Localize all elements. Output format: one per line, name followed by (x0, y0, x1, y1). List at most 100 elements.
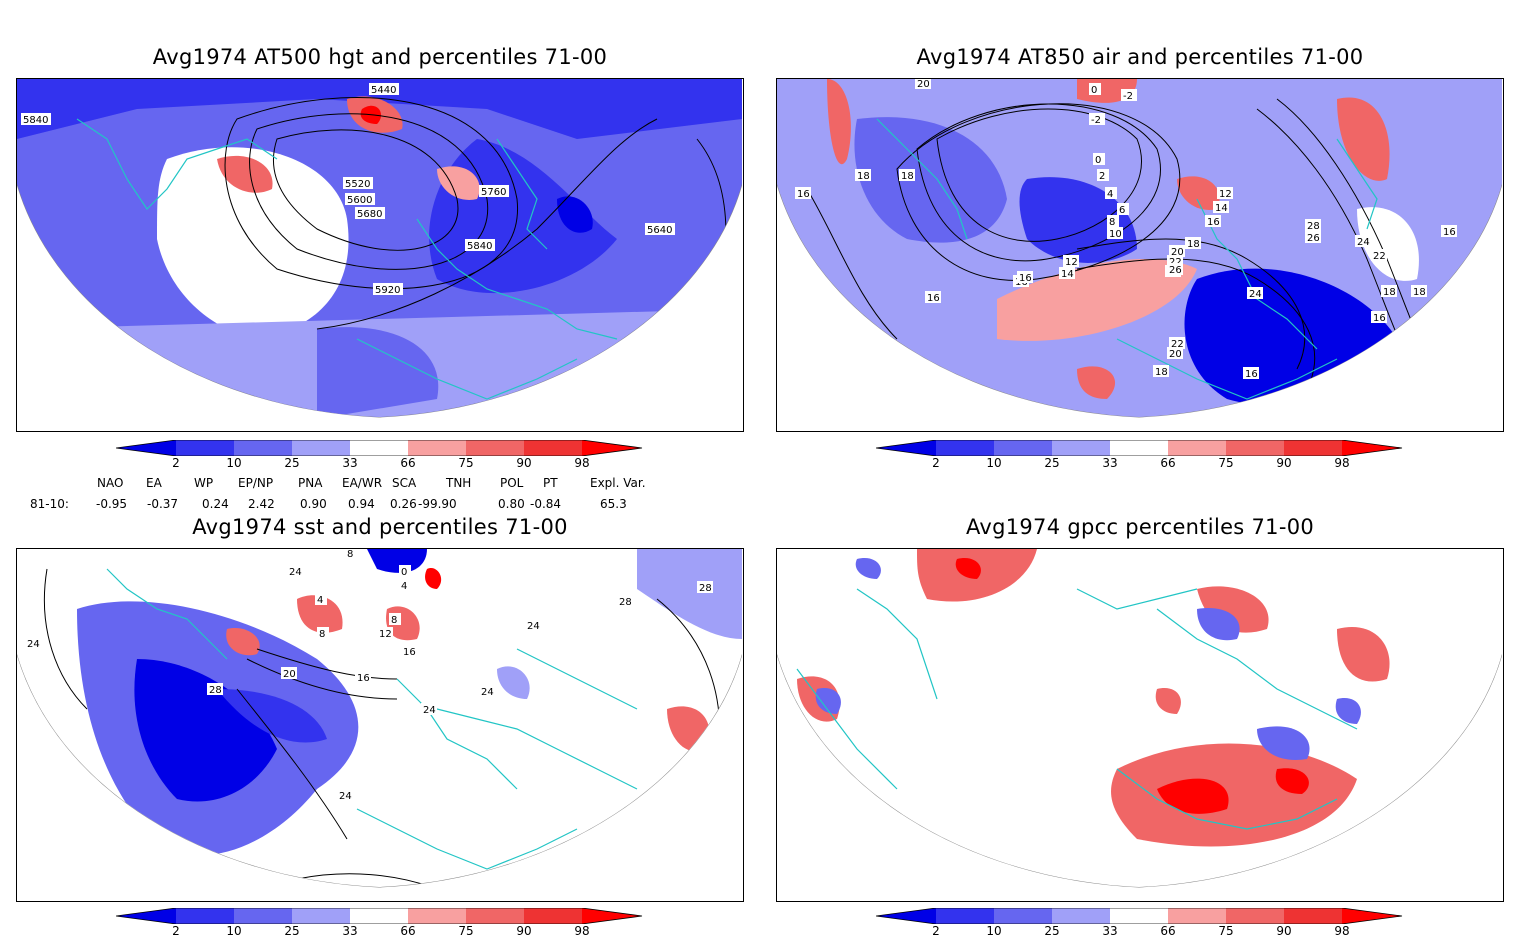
contour-label: 18 (1155, 367, 1168, 378)
contour-label: 4 (401, 581, 407, 592)
index-header-epnp: EP/NP (238, 476, 274, 490)
contour-label: 26 (1307, 233, 1320, 244)
index-header-explvar: Expl. Var. (590, 476, 646, 490)
colorbar-label: 10 (226, 924, 242, 938)
index-header-pol: POL (500, 476, 524, 490)
colorbar-label: 90 (1276, 456, 1292, 470)
contour-label: 24 (527, 621, 540, 632)
index-value-epnp: 2.42 (248, 497, 275, 511)
contour-label: 28 (699, 583, 712, 594)
index-value-pt: -0.84 (530, 497, 562, 511)
contour-label: 6 (1119, 205, 1125, 216)
index-header-tnh: TNH (446, 476, 472, 490)
contour-label: 4 (317, 595, 323, 606)
contour-label: 5840 (23, 115, 48, 126)
index-header-sca: SCA (392, 476, 417, 490)
colorbar-bottom-left: 2 10 25 33 66 75 90 98 (115, 907, 646, 940)
colorbar-label: 66 (400, 456, 416, 470)
contour-label: 24 (1357, 237, 1370, 248)
contour-label: 28 (1307, 221, 1320, 232)
colorbar-label: 98 (1334, 456, 1350, 470)
map-panel-gpcc (776, 548, 1504, 902)
contour-label: 28 (209, 685, 222, 696)
colorbar-label: 98 (574, 924, 590, 938)
colorbar-label: 10 (986, 456, 1002, 470)
contour-label: 22 (1169, 257, 1182, 268)
contour-label: 5640 (647, 225, 672, 236)
colorbar-label: 90 (516, 456, 532, 470)
contour-label: 14 (1061, 269, 1074, 280)
colorbar-label: 25 (1044, 456, 1060, 470)
contour-label: 26 (1169, 265, 1182, 276)
contour-label: 5840 (467, 241, 492, 252)
contour-label: 20 (283, 669, 296, 680)
contour-label: 18 (857, 171, 870, 182)
colorbar-label: 75 (1218, 456, 1234, 470)
contour-label: -2 (1091, 115, 1101, 126)
contour-label: 12 (1065, 257, 1078, 268)
colorbar-label: 2 (172, 456, 180, 470)
contour-label: 22 (1171, 339, 1184, 350)
contour-label: 18 (1383, 287, 1396, 298)
contour-label: 20 (1169, 349, 1182, 360)
index-value-tnh: -99.90 (418, 497, 457, 511)
contour-label: 14 (1215, 203, 1228, 214)
colorbar-label: 90 (516, 924, 532, 938)
contour-label: 0 (1091, 85, 1097, 96)
index-header-wp: WP (194, 476, 214, 490)
contour-label: 24 (339, 791, 352, 802)
contour-label: 18 (901, 171, 914, 182)
index-value-sca: 0.26 (390, 497, 417, 511)
index-header-pna: PNA (298, 476, 323, 490)
colorbar-label: 75 (458, 456, 474, 470)
contour-label: 28 (619, 597, 632, 608)
contour-label: 22 (1373, 251, 1386, 262)
panel-title-850air: Avg1974 AT850 air and percentiles 71-00 (916, 45, 1364, 69)
contour-label: 4 (1107, 189, 1113, 200)
contour-label: 16 (403, 647, 416, 658)
map-panel-500hgt: 5440 5840 5520 5600 5680 5760 5840 5640 … (16, 78, 744, 432)
contour-label: 16 (797, 189, 810, 200)
index-row-label: 81-10: (30, 497, 69, 511)
colorbar-label: 98 (574, 456, 590, 470)
contour-label: 24 (1249, 289, 1262, 300)
colorbar-label: 25 (1044, 924, 1060, 938)
contour-label: 5440 (371, 85, 396, 96)
colorbar-top-left: 2 10 25 33 66 75 90 98 (115, 439, 646, 474)
index-value-ea: -0.37 (147, 497, 179, 511)
contour-label: 5600 (347, 195, 372, 206)
contour-label: 24 (27, 639, 40, 650)
contour-label: 10 (1109, 229, 1122, 240)
contour-label: 0 (1095, 155, 1101, 166)
contour-label: 12 (379, 629, 392, 640)
contour-label: 8 (347, 549, 353, 560)
index-value-pna: 0.90 (300, 497, 327, 511)
index-header-pt: PT (543, 476, 558, 490)
contour-label: 0 (401, 567, 407, 578)
contour-label: 24 (481, 687, 494, 698)
index-value-explvar: 65.3 (600, 497, 627, 511)
colorbar-label: 33 (342, 456, 358, 470)
index-value-wp: 0.24 (202, 497, 229, 511)
colorbar-label: 66 (400, 924, 416, 938)
colorbar-label: 33 (342, 924, 358, 938)
contour-label: 16 (1245, 369, 1258, 380)
index-value-eawr: 0.94 (348, 497, 375, 511)
colorbar-label: 66 (1160, 456, 1176, 470)
index-header-ea: EA (146, 476, 162, 490)
panel-title-gpcc: Avg1974 gpcc percentiles 71-00 (965, 515, 1315, 539)
contour-label: 20 (917, 79, 930, 90)
contour-label: 5920 (375, 285, 400, 296)
colorbar-label: 33 (1102, 456, 1118, 470)
colorbar-label: 2 (932, 456, 940, 470)
index-header-eawr: EA/WR (342, 476, 383, 490)
colorbar-label: 75 (1218, 924, 1234, 938)
contour-label: 5760 (481, 187, 506, 198)
contour-label: 16 (1443, 227, 1456, 238)
contour-label: 16 (357, 673, 370, 684)
colorbar-top-right: 2 10 25 33 66 75 90 98 (875, 439, 1406, 474)
map-panel-850air: 20 0 -2 -2 16 18 18 0 2 4 6 8 10 12 14 1… (776, 78, 1504, 432)
contour-label: 18 (1187, 239, 1200, 250)
contour-label: 16 (927, 293, 940, 304)
contour-label: 24 (423, 705, 436, 716)
